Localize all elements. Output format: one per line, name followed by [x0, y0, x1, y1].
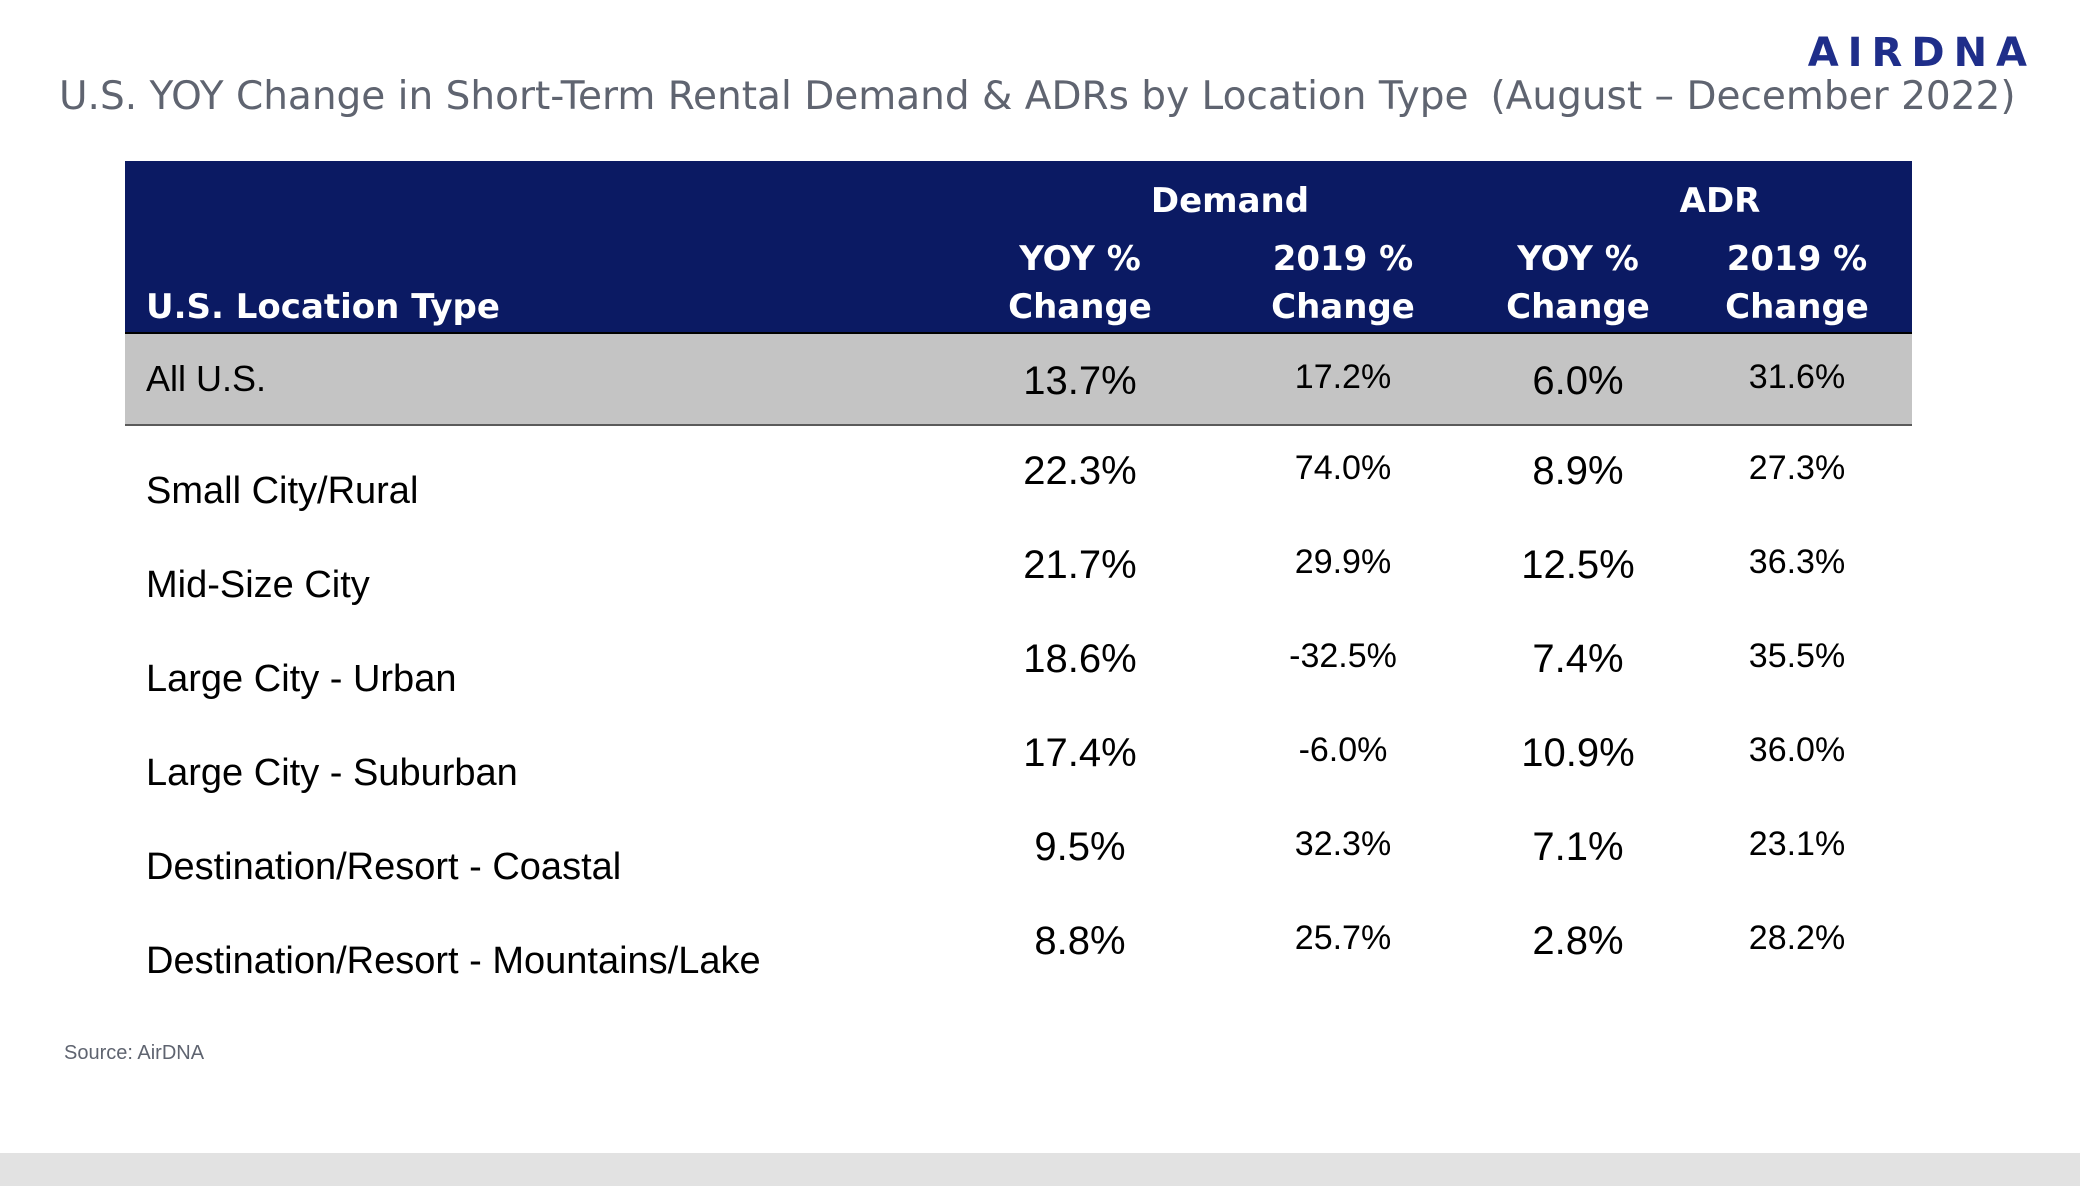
table-body: All U.S. 13.7% 17.2% 6.0% 31.6% Small Ci… [125, 332, 1912, 990]
column-header-adr-2019: 2019 % Change [1725, 239, 1869, 327]
table-row: Large City - Urban 18.6% -32.5% 7.4% 35.… [125, 614, 1912, 708]
value-demand-2019: 74.0% [1294, 449, 1392, 487]
value-demand-2019: -32.5% [1289, 637, 1397, 675]
value-adr-2019: 27.3% [1748, 449, 1846, 487]
row-label: Destination/Resort - Mountains/Lake [146, 940, 761, 982]
row-label: Small City/Rural [146, 470, 419, 512]
title-period: (August – December 2022) [1490, 74, 2016, 119]
value-adr-2019: 35.5% [1748, 637, 1846, 675]
value-demand-yoy: 13.7% [1023, 359, 1137, 403]
value-adr-yoy: 8.9% [1532, 449, 1624, 493]
column-header-demand-yoy: YOY % Change [1008, 239, 1152, 327]
value-adr-yoy: 2.8% [1532, 919, 1624, 963]
value-adr-2019: 36.0% [1748, 731, 1846, 769]
value-adr-yoy: 12.5% [1521, 543, 1635, 587]
value-demand-2019: 17.2% [1294, 358, 1392, 396]
table-row: Destination/Resort - Coastal 9.5% 32.3% … [125, 802, 1912, 896]
title-main: U.S. YOY Change in Short-Term Rental Dem… [59, 74, 1469, 119]
value-demand-2019: 32.3% [1294, 825, 1392, 863]
table-row: Large City - Suburban 17.4% -6.0% 10.9% … [125, 708, 1912, 802]
value-adr-yoy: 10.9% [1521, 731, 1635, 775]
value-demand-yoy: 17.4% [1023, 731, 1137, 775]
data-table: Demand ADR U.S. Location Type YOY % Chang… [125, 161, 1912, 990]
column-header-location: U.S. Location Type [146, 287, 500, 327]
table-header: Demand ADR U.S. Location Type YOY % Chang… [125, 161, 1912, 332]
airdna-logo: AIRDNA [1807, 30, 2036, 76]
value-adr-yoy: 7.4% [1532, 637, 1624, 681]
value-adr-2019: 31.6% [1748, 358, 1846, 396]
group-header-adr: ADR [1679, 181, 1761, 221]
value-adr-2019: 23.1% [1748, 825, 1846, 863]
source-note: Source: AirDNA [64, 1042, 205, 1064]
column-header-demand-2019: 2019 % Change [1271, 239, 1415, 327]
row-label: Large City - Urban [146, 658, 457, 700]
value-demand-yoy: 21.7% [1023, 543, 1137, 587]
table-row: Small City/Rural 22.3% 74.0% 8.9% 27.3% [125, 426, 1912, 520]
value-demand-2019: 25.7% [1294, 919, 1392, 957]
value-adr-yoy: 7.1% [1532, 825, 1624, 869]
table-row-total: All U.S. 13.7% 17.2% 6.0% 31.6% [125, 332, 1912, 426]
table-row: Destination/Resort - Mountains/Lake 8.8%… [125, 896, 1912, 990]
column-header-adr-yoy: YOY % Change [1506, 239, 1650, 327]
value-adr-2019: 28.2% [1748, 919, 1846, 957]
value-demand-yoy: 9.5% [1034, 825, 1126, 869]
value-demand-yoy: 22.3% [1023, 449, 1137, 493]
table-row: Mid-Size City 21.7% 29.9% 12.5% 36.3% [125, 520, 1912, 614]
group-header-demand: Demand [1150, 181, 1310, 221]
value-adr-2019: 36.3% [1748, 543, 1846, 581]
row-label: All U.S. [146, 358, 267, 399]
value-demand-yoy: 18.6% [1023, 637, 1137, 681]
footer-bar [0, 1153, 2080, 1186]
value-demand-2019: 29.9% [1294, 543, 1392, 581]
value-demand-yoy: 8.8% [1034, 919, 1126, 963]
value-adr-yoy: 6.0% [1532, 359, 1624, 403]
value-demand-2019: -6.0% [1298, 731, 1388, 769]
row-label: Destination/Resort - Coastal [146, 846, 622, 888]
row-label: Large City - Suburban [146, 752, 518, 794]
row-label: Mid-Size City [146, 564, 370, 606]
page-title: U.S. YOY Change in Short-Term Rental Dem… [59, 74, 2016, 119]
